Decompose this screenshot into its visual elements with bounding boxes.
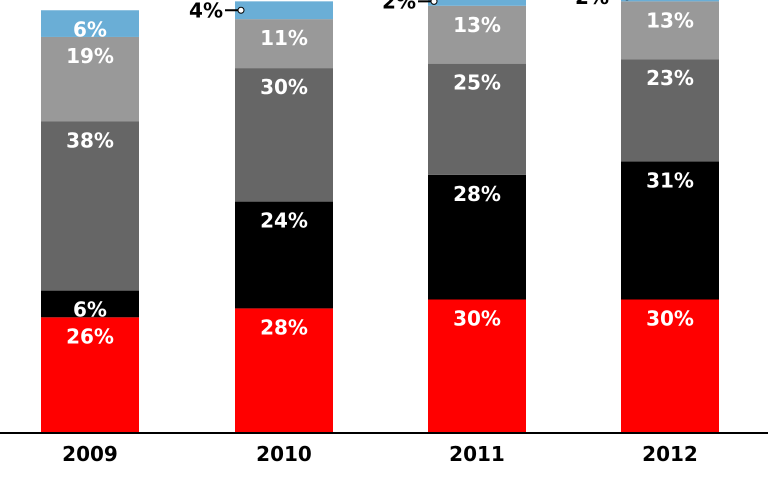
segment-label-2009-1: 6%	[73, 298, 107, 322]
segment-label-2009-2: 38%	[66, 129, 114, 153]
bar-segment-2010-0	[235, 308, 333, 433]
segment-labels-layer: 26%6%38%19%6%28%24%30%11%30%28%25%13%30%…	[66, 8, 694, 348]
bar-segment-2009-4	[41, 10, 139, 37]
bar-segment-2011-3	[428, 5, 526, 64]
bar-segment-2009-3	[41, 36, 139, 122]
segment-label-2012-0: 30%	[646, 307, 694, 331]
bars-layer	[41, 0, 719, 433]
bar-segment-2012-3	[621, 1, 719, 60]
callout-label-2010: 4%	[189, 0, 223, 22]
segment-label-2009-3: 19%	[66, 44, 114, 68]
bar-segment-2011-2	[428, 63, 526, 175]
segment-label-2011-2: 25%	[453, 71, 501, 95]
bar-segment-2011-0	[428, 299, 526, 433]
bar-segment-2010-4	[235, 1, 333, 20]
segment-label-2011-1: 28%	[453, 182, 501, 206]
bar-segment-2009-0	[41, 317, 139, 433]
callout-label-2012: 2%	[575, 0, 609, 9]
bar-segment-2011-1	[428, 174, 526, 300]
x-axis-label-2011: 2011	[449, 442, 505, 466]
segment-label-2012-1: 31%	[646, 169, 694, 193]
bar-segment-2010-1	[235, 201, 333, 309]
callouts-layer: 4% 2% 2%	[189, 0, 629, 22]
segment-label-2010-3: 11%	[260, 26, 308, 50]
x-axis-label-2009: 2009	[62, 442, 118, 466]
x-axis-label-2010: 2010	[256, 442, 312, 466]
callout-label-2011: 2%	[382, 0, 416, 13]
bar-segment-2009-2	[41, 121, 139, 291]
segment-label-2010-0: 28%	[260, 315, 308, 339]
bar-segment-2010-3	[235, 19, 333, 69]
x-axis-labels: 2009 2010 2011 2012	[62, 442, 698, 466]
bar-segment-2011-4	[428, 0, 526, 6]
segment-label-2011-3: 13%	[453, 13, 501, 37]
bar-segment-2010-2	[235, 68, 333, 202]
segment-label-2009-4: 6%	[73, 17, 107, 41]
bar-segment-2012-2	[621, 59, 719, 162]
segment-label-2009-0: 26%	[66, 324, 114, 348]
segment-label-2010-1: 24%	[260, 209, 308, 233]
bar-segment-2012-0	[621, 299, 719, 433]
segment-label-2012-2: 23%	[646, 66, 694, 90]
segment-label-2010-2: 30%	[260, 75, 308, 99]
segment-label-2011-0: 30%	[453, 307, 501, 331]
callout-dot-2010	[237, 6, 245, 14]
callout-dot-2011	[430, 0, 438, 5]
bar-segment-2012-4	[621, 0, 719, 2]
bar-segment-2012-1	[621, 161, 719, 300]
x-axis-label-2012: 2012	[642, 442, 698, 466]
bar-segment-2009-1	[41, 290, 139, 318]
segment-label-2012-3: 13%	[646, 8, 694, 32]
